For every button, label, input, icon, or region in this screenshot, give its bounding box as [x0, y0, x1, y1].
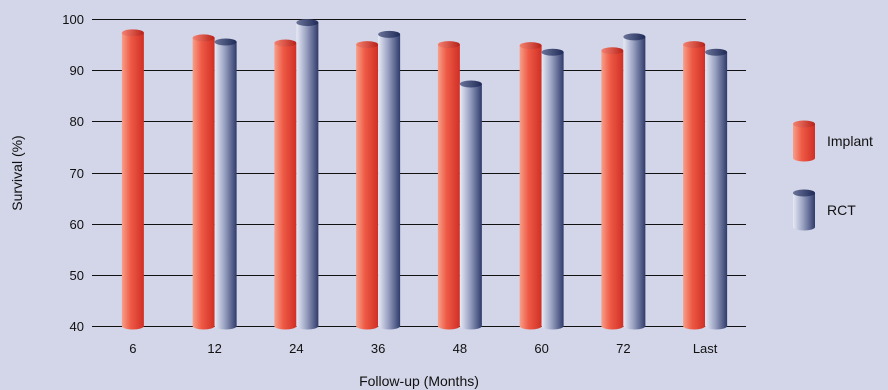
x-tick-label: 72 [616, 341, 630, 356]
y-tick-label: 100 [62, 12, 84, 27]
legend-swatch [793, 120, 815, 162]
x-tick-label: 36 [371, 341, 385, 356]
bars [121, 19, 728, 330]
bar-rct-36 [378, 30, 401, 330]
bar-implant-36 [356, 41, 379, 330]
y-axis-label: Survival (%) [9, 135, 25, 210]
legend-swatch [793, 189, 815, 231]
legend-item-rct: RCT [793, 189, 856, 231]
x-tick-labels: 6 12 24 36 48 60 72 Last [129, 341, 718, 356]
legend-item-implant: Implant [793, 120, 873, 162]
bar-implant-72 [601, 47, 624, 330]
y-tick-label: 40 [70, 319, 84, 334]
y-tick-label: 60 [70, 217, 84, 232]
bar-implant-last [683, 41, 706, 330]
bar-implant-48 [437, 41, 460, 330]
x-tick-label: 24 [289, 341, 303, 356]
y-tick-label: 70 [70, 166, 84, 181]
legend-label: Implant [827, 133, 873, 149]
y-tick-labels: 40 50 60 70 80 90 100 [62, 12, 84, 334]
y-tick-label: 80 [70, 114, 84, 129]
bar-rct-last [705, 48, 728, 330]
legend: Implant RCT [793, 120, 873, 231]
x-tick-label: 48 [453, 341, 467, 356]
bar-rct-72 [623, 33, 646, 330]
bar-rct-24 [296, 19, 319, 330]
x-tick-label: 12 [207, 341, 221, 356]
x-tick-label: 60 [534, 341, 548, 356]
x-axis-label: Follow-up (Months) [359, 373, 479, 389]
bar-implant-6 [121, 29, 144, 330]
x-tick-label: Last [693, 341, 718, 356]
bar-implant-60 [519, 42, 542, 330]
bar-implant-12 [192, 34, 215, 330]
y-tick-label: 50 [70, 268, 84, 283]
gridlines [92, 19, 746, 327]
bar-rct-48 [459, 80, 482, 330]
bar-rct-12 [214, 38, 237, 330]
legend-label: RCT [827, 202, 856, 218]
x-tick-label: 6 [129, 341, 136, 356]
y-tick-label: 90 [70, 63, 84, 78]
bar-rct-60 [541, 48, 564, 330]
bar-implant-24 [274, 39, 297, 330]
